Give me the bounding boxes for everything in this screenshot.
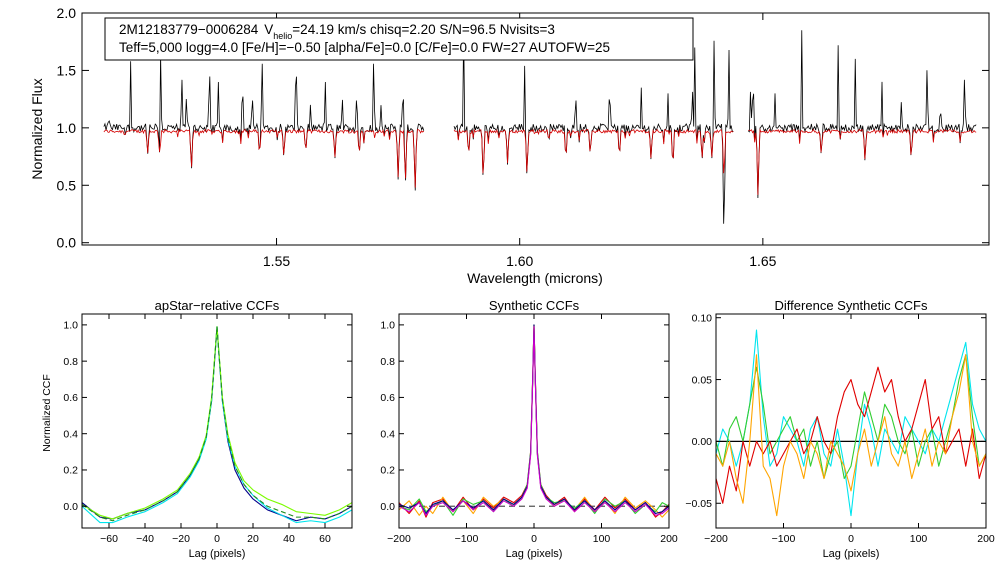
apstar-ccf-x-tick-label: 60 [319,533,331,545]
synthetic-ccf-x-tick-label: −200 [387,533,411,545]
spectrum-synthetic-chip-2 [453,128,734,174]
annotation-line-1: 2M12183779−0006284 Vhelio=24.19 km/s chis… [119,22,555,41]
spectrum-y-label: Normalized Flux [29,78,45,179]
synthetic-ccf-y-tick-label: 0.0 [380,501,395,513]
spectrum-observed-chip-3 [748,30,977,198]
difference-ccf-x-tick-label: 0 [848,533,854,545]
difference-ccf-series-cyan [716,329,986,517]
spectrum-y-tick-label: 2.0 [57,5,77,21]
annotation-v-subscript: helio [273,31,292,41]
difference-ccf-series-green [716,354,986,480]
spectrum-observed-chip-1 [103,54,425,191]
apstar-ccf-axes: −60 −40 −20 0 20 40 60 0.0 0.2 0.4 0.6 0.8 1.0 [63,314,352,545]
spectrum-panel: 1.55 1.60 1.65 0.0 0.5 1.0 1.5 2.0 Wavelength (… [29,5,990,286]
spectrum-x-label: Wavelength (microns) [467,270,603,286]
synthetic-ccf-x-label: Lag (pixels) [506,548,563,560]
apstar-ccf-y-tick-label: 0.4 [63,428,78,440]
apstar-ccf-x-tick-label: 20 [247,533,259,545]
synthetic-ccf-series-magenta [399,326,669,516]
annotation-star-id: 2M12183779−0006284 [119,22,259,37]
spectrum-x-tick-label: 1.65 [749,253,776,269]
spectrum-axes: 1.55 1.60 1.65 0.0 0.5 1.0 1.5 2.0 [57,5,989,269]
spectrum-frame [81,12,990,246]
synthetic-ccf-axes: −200 −100 0 100 200 0.0 0.2 0.4 0.6 0.8 1.0 [380,314,678,545]
synthetic-ccf-x-tick-label: −100 [455,533,479,545]
difference-ccf-x-tick-label: −100 [772,533,796,545]
annotation-box-frame [104,17,694,61]
synthetic-ccf-series-red [399,324,669,518]
apstar-ccf-x-tick-label: −60 [100,533,118,545]
spectrum-synthetic-chip-3 [748,128,977,195]
difference-ccf-x-tick-label: −200 [704,533,728,545]
spectrum-plot-area [103,29,977,224]
annotation-v: V [264,22,273,37]
difference-ccf-y-tick-label: −0.05 [685,498,712,510]
difference-ccf-title: Difference Synthetic CCFs [775,298,928,313]
difference-ccf-y-tick-label: 0.10 [692,312,713,324]
apstar-ccf-series-combined [82,326,352,522]
spectrum-synthetic-chip-1 [103,128,425,188]
difference-ccf-x-tick-label: 100 [910,533,928,545]
synthetic-ccf-y-tick-label: 0.8 [380,356,395,368]
spectrum-y-tick-label: 1.0 [57,120,77,136]
apstar-ccf-x-tick-label: 40 [283,533,295,545]
synthetic-ccf-panel: Synthetic CCFs −200 −100 0 100 200 0.0 0.2 0.4 0… [380,298,678,560]
synthetic-ccf-x-tick-label: 0 [531,533,537,545]
apstar-ccf-series-group [82,326,352,524]
apstar-ccf-frame [81,313,353,529]
synthetic-ccf-series-orange [399,324,669,518]
difference-ccf-axes: −200 −100 0 100 200 −0.05 0.00 0.05 0.10 [685,312,994,545]
difference-ccf-plot-area [716,329,986,517]
difference-ccf-series-red [716,366,986,504]
spectrum-annotation-box: 2M12183779−0006284 Vhelio=24.19 km/s chis… [104,17,694,61]
apstar-ccf-series-visit-1 [82,326,352,522]
difference-ccf-x-label: Lag (pixels) [823,548,880,560]
annotation-line-2: Teff=5,000 logg=4.0 [Fe/H]=−0.50 [alpha/… [119,40,610,55]
difference-ccf-x-tick-label: 200 [977,533,995,545]
apstar-ccf-x-tick-label: 0 [214,533,220,545]
difference-ccf-y-tick-label: 0.00 [692,436,713,448]
difference-ccf-y-tick-label: 0.05 [692,374,713,386]
spectrum-y-tick-label: 0.0 [57,235,77,251]
apstar-ccf-title: apStar−relative CCFs [155,298,280,313]
apstar-ccf-series-visit-3 [82,326,352,520]
apstar-ccf-y-tick-label: 0.0 [63,501,78,513]
apstar-ccf-y-tick-label: 1.0 [63,320,78,332]
synthetic-ccf-y-tick-label: 0.6 [380,392,395,404]
synthetic-ccf-series-group [399,324,669,518]
spectrum-x-tick-label: 1.55 [263,253,290,269]
difference-ccf-frame [715,313,987,529]
apstar-ccf-y-label: Normalized CCF [41,374,53,452]
spectrum-y-tick-label: 0.5 [57,177,77,193]
synthetic-ccf-x-tick-label: 200 [660,533,678,545]
apstar-ccf-y-tick-label: 0.8 [63,356,78,368]
synthetic-ccf-plot-area [399,324,669,518]
synthetic-ccf-series-navy [399,324,669,515]
apstar-ccf-x-tick-label: −20 [172,533,190,545]
apstar-ccf-series-visit-2 [82,326,352,524]
annotation-line-1-rest: =24.19 km/s chisq=2.20 S/N=96.5 Nvisits=… [292,22,555,37]
synthetic-ccf-y-tick-label: 0.4 [380,428,395,440]
synthetic-ccf-x-tick-label: 100 [593,533,611,545]
apstar-ccf-panel: apStar−relative CCFs −60 −40 −20 0 20 40 60 0.0… [41,298,353,560]
synthetic-ccf-title: Synthetic CCFs [489,298,580,313]
difference-ccf-panel: Difference Synthetic CCFs −200 −100 0 100 20… [685,298,994,560]
spectrum-y-tick-label: 1.5 [57,62,77,78]
synthetic-ccf-y-tick-label: 1.0 [380,320,395,332]
spectrum-x-tick-label: 1.60 [506,253,533,269]
difference-ccf-series-orange [716,354,986,517]
apstar-ccf-plot-area [82,326,352,524]
difference-ccf-series-group [716,329,986,517]
apstar-ccf-y-tick-label: 0.2 [63,465,78,477]
apstar-ccf-x-label: Lag (pixels) [189,548,246,560]
apstar-ccf-y-tick-label: 0.6 [63,392,78,404]
synthetic-ccf-y-tick-label: 0.2 [380,465,395,477]
synthetic-ccf-series-green [399,324,669,516]
apstar-ccf-x-tick-label: −40 [136,533,154,545]
